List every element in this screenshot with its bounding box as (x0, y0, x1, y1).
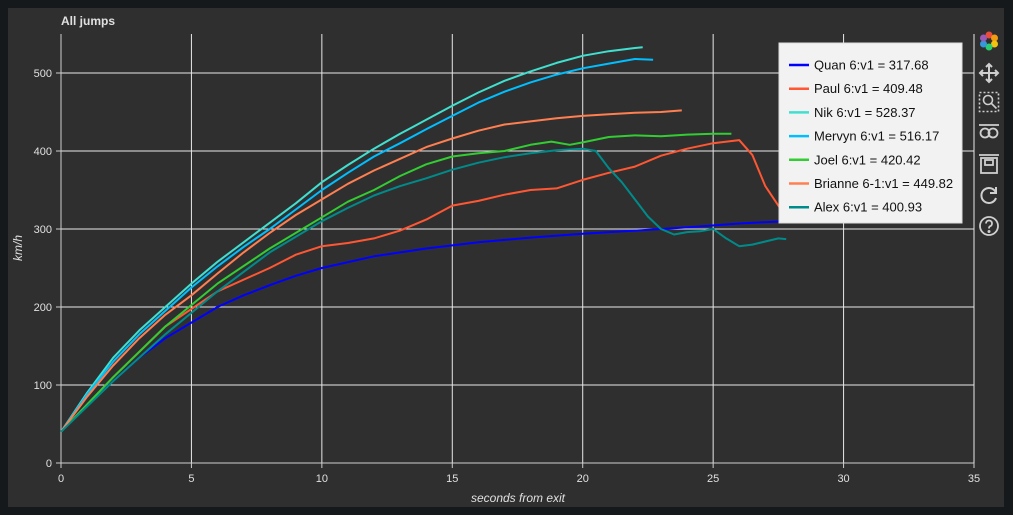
y-tick-label: 100 (34, 380, 52, 392)
legend-label: Quan 6:v1 = 317.68 (814, 58, 929, 73)
legend-label: Brianne 6-1:v1 = 449.82 (814, 176, 953, 191)
legend-item[interactable]: Alex 6:v1 = 400.93 (789, 200, 922, 215)
series-line-4[interactable] (60, 132, 732, 433)
toolbar (975, 28, 1003, 268)
box-zoom-icon[interactable] (978, 91, 1000, 113)
series-line-0[interactable] (60, 220, 784, 433)
x-tick-label: 35 (968, 473, 980, 485)
x-tick-label: 20 (577, 473, 589, 485)
chart-title: All jumps (61, 14, 115, 28)
legend-item[interactable]: Nik 6:v1 = 528.37 (789, 105, 916, 120)
legend-box (778, 42, 963, 224)
legend-item[interactable]: Paul 6:v1 = 409.48 (789, 81, 923, 96)
legend[interactable]: Quan 6:v1 = 317.68 Paul 6:v1 = 409.48 Nik … (778, 42, 963, 224)
series-line-2[interactable] (60, 46, 643, 433)
bokeh-logo-icon[interactable] (978, 30, 1000, 52)
y-axis-label: km/h (11, 235, 25, 261)
legend-item[interactable]: Joel 6:v1 = 420.42 (789, 152, 921, 167)
x-axis-label: seconds from exit (471, 491, 566, 505)
x-tick-label: 0 (58, 473, 64, 485)
legend-label: Mervyn 6:v1 = 516.17 (814, 129, 939, 144)
y-tick-label: 400 (34, 146, 52, 158)
series-line-5[interactable] (60, 109, 682, 433)
chart[interactable]: All jumps 0 5 10 15 20 25 30 35 0 100 200 300 400 500… (8, 8, 1004, 507)
axes: 0 5 10 15 20 25 30 35 0 100 200 300 400 500 (34, 34, 980, 485)
y-tick-label: 500 (34, 68, 52, 80)
help-icon[interactable] (978, 215, 1000, 237)
x-tick-label: 15 (446, 473, 458, 485)
series-line-3[interactable] (60, 58, 654, 433)
legend-label: Joel 6:v1 = 420.42 (814, 152, 921, 167)
legend-item[interactable]: Brianne 6-1:v1 = 449.82 (789, 176, 953, 191)
series-group (60, 46, 787, 433)
plot-panel: All jumps 0 5 10 15 20 25 30 35 0 100 200 300 400 500… (8, 8, 1004, 507)
x-tick-label: 30 (837, 473, 849, 485)
x-tick-label: 5 (188, 473, 194, 485)
y-tick-label: 0 (46, 458, 52, 470)
reset-icon[interactable] (978, 184, 1000, 206)
y-tick-label: 300 (34, 224, 52, 236)
pan-move-icon[interactable] (978, 62, 1000, 84)
series-line-6[interactable] (60, 147, 787, 433)
y-tick-label: 200 (34, 302, 52, 314)
legend-item[interactable]: Mervyn 6:v1 = 516.17 (789, 129, 939, 144)
save-icon[interactable] (978, 152, 1000, 174)
x-tick-label: 25 (707, 473, 719, 485)
x-tick-label: 10 (316, 473, 328, 485)
legend-item[interactable]: Quan 6:v1 = 317.68 (789, 58, 929, 73)
legend-label: Alex 6:v1 = 400.93 (814, 200, 922, 215)
wheel-zoom-icon[interactable] (978, 122, 1000, 144)
series-line-1[interactable] (60, 139, 785, 433)
legend-label: Nik 6:v1 = 528.37 (814, 105, 916, 120)
legend-label: Paul 6:v1 = 409.48 (814, 81, 923, 96)
